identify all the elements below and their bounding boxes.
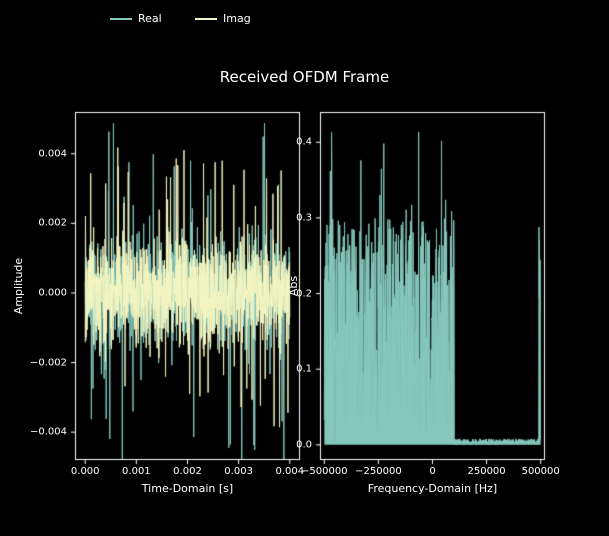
ytick-label: 0.1 xyxy=(296,364,312,375)
legend-label: Imag xyxy=(223,12,251,25)
ytick-label: 0.004 xyxy=(38,148,67,159)
legend-swatch xyxy=(110,18,132,20)
ytick-label: 0.4 xyxy=(296,137,312,148)
left-xlabel: Time-Domain [s] xyxy=(142,482,233,495)
xtick-label: −250000 xyxy=(355,466,402,477)
xtick-label: 0.000 xyxy=(71,466,100,477)
left-ylabel: Amplitude xyxy=(12,258,25,314)
xtick-label: 0.003 xyxy=(224,466,253,477)
xtick-label: 500000 xyxy=(522,466,560,477)
xtick-label: 250000 xyxy=(467,466,505,477)
xtick-label: 0 xyxy=(429,466,435,477)
xtick-label: −500000 xyxy=(301,466,348,477)
xtick-label: 0.004 xyxy=(275,466,304,477)
figure-title: Received OFDM Frame xyxy=(0,68,609,86)
ytick-label: 0.000 xyxy=(38,287,67,298)
figure: Received OFDM Frame Real Imag Time-Domain… xyxy=(0,0,609,536)
ytick-label: 0.0 xyxy=(296,439,312,450)
ytick-label: −0.002 xyxy=(30,357,67,368)
ytick-label: 0.2 xyxy=(296,288,312,299)
ytick-label: −0.004 xyxy=(30,427,67,438)
legend-swatch xyxy=(195,18,217,20)
ytick-label: 0.3 xyxy=(296,212,312,223)
xtick-label: 0.001 xyxy=(122,466,151,477)
xtick-label: 0.002 xyxy=(173,466,202,477)
ytick-label: 0.002 xyxy=(38,218,67,229)
right-xlabel: Frequency-Domain [Hz] xyxy=(368,482,497,495)
legend-label: Real xyxy=(138,12,162,25)
